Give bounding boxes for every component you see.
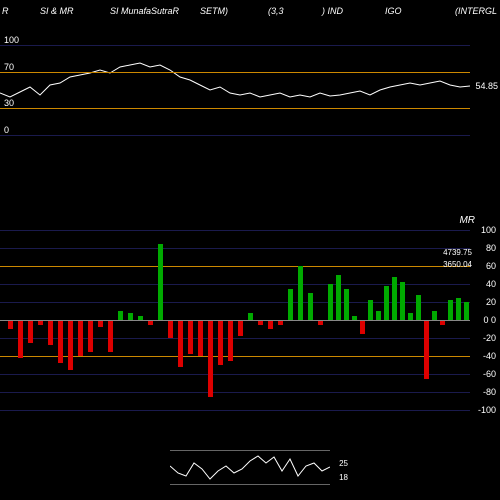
mr-panel: MR 100806040200 0-20-40-60-80-1004739.75… (0, 230, 500, 410)
bar (188, 320, 193, 354)
header-label: SI MunafaSutraR (110, 6, 179, 16)
axis-label: 70 (4, 62, 14, 72)
axis-label: 25 (339, 459, 348, 468)
header-label: (3,3 (268, 6, 284, 16)
bottom-panel: 2518 (170, 450, 330, 485)
axis-label: 40 (486, 279, 496, 289)
bar (464, 302, 469, 320)
axis-label: -20 (483, 333, 496, 343)
bar (288, 289, 293, 321)
bar (68, 320, 73, 370)
value-label: 4739.75 (443, 248, 472, 257)
bar (88, 320, 93, 352)
header-label: (INTERGL (455, 6, 497, 16)
header-label: R (2, 6, 9, 16)
bar (28, 320, 33, 343)
header-labels: R SI & MR SI MunafaSutraR SETM) (3,3 ) IND IGO… (0, 6, 500, 18)
gridline (0, 135, 470, 136)
bar (384, 286, 389, 320)
bar (268, 320, 273, 329)
axis-label: 100 (481, 225, 496, 235)
axis-label: 30 (4, 98, 14, 108)
bottom-line-chart (170, 451, 330, 486)
bar (376, 311, 381, 320)
rsi-line-chart (0, 45, 470, 135)
bar (392, 277, 397, 320)
bar (424, 320, 429, 379)
bar (78, 320, 83, 356)
bar (408, 313, 413, 320)
zero-line (0, 320, 470, 321)
axis-label: 100 (4, 35, 19, 45)
bar (208, 320, 213, 397)
rsi-panel: 54.85 10070300 (0, 45, 500, 135)
axis-label: 0 0 (483, 315, 496, 325)
bar (48, 320, 53, 345)
header-label: IGO (385, 6, 402, 16)
bar (118, 311, 123, 320)
bar (228, 320, 233, 361)
bar (168, 320, 173, 338)
gridline (0, 108, 470, 109)
bar (218, 320, 223, 365)
gridline (0, 230, 470, 231)
axis-label: 80 (486, 243, 496, 253)
header-label: SI & MR (40, 6, 74, 16)
bar (198, 320, 203, 356)
bar (336, 275, 341, 320)
bar (308, 293, 313, 320)
gridline (0, 45, 470, 46)
value-label: 3650.04 (443, 260, 472, 269)
rsi-current-value: 54.85 (475, 81, 498, 91)
bar (238, 320, 243, 336)
bar (368, 300, 373, 320)
bar (58, 320, 63, 363)
axis-label: 20 (486, 297, 496, 307)
gridline (0, 248, 470, 249)
bar (18, 320, 23, 358)
bar (298, 266, 303, 320)
bar (248, 313, 253, 320)
bar (128, 313, 133, 320)
axis-label: 0 (4, 125, 9, 135)
bar (328, 284, 333, 320)
bar (448, 300, 453, 320)
header-label: SETM) (200, 6, 228, 16)
bar (416, 295, 421, 320)
axis-label: -40 (483, 351, 496, 361)
gridline (0, 266, 470, 267)
bar (98, 320, 103, 327)
gridline (0, 410, 470, 411)
bar (158, 244, 163, 321)
bar (8, 320, 13, 329)
axis-label: 18 (339, 473, 348, 482)
bar (400, 282, 405, 320)
axis-label: -60 (483, 369, 496, 379)
axis-label: -80 (483, 387, 496, 397)
bar (344, 289, 349, 321)
mr-label: MR (459, 215, 475, 226)
gridline (0, 392, 470, 393)
bar (360, 320, 365, 334)
bar (108, 320, 113, 352)
gridline (0, 72, 470, 73)
axis-label: -100 (478, 405, 496, 415)
bar (456, 298, 461, 321)
bar (432, 311, 437, 320)
gridline (0, 374, 470, 375)
axis-label: 60 (486, 261, 496, 271)
header-label: ) IND (322, 6, 343, 16)
bar (178, 320, 183, 367)
